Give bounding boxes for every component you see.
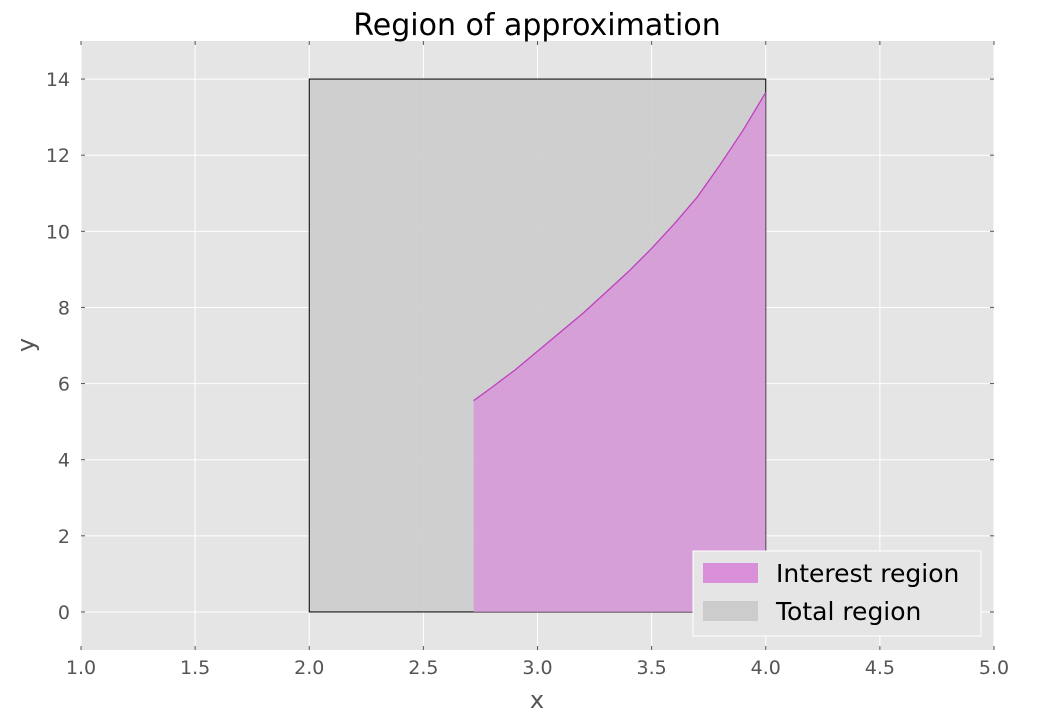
y-tick-label: 6	[58, 374, 70, 396]
interest-region-layer	[473, 92, 767, 612]
x-tick-label: 1.0	[66, 657, 96, 679]
interest-region-area	[473, 92, 766, 612]
x-tick-label: 5.0	[979, 657, 1009, 679]
x-tick-label: 4.0	[751, 657, 781, 679]
legend-swatch-interest-region	[703, 563, 758, 583]
y-tick-label: 4	[58, 450, 70, 472]
y-tick-label: 8	[58, 297, 70, 319]
chart-title: Region of approximation	[353, 8, 720, 43]
x-tick-labels: 1.0 1.5 2.0 2.5 3.0 3.5 4.0 4.5 5.0	[66, 657, 1009, 679]
x-tick-label: 2.0	[294, 657, 324, 679]
legend-swatch-total-region	[703, 601, 758, 621]
x-tick-label: 3.5	[637, 657, 667, 679]
x-tick-label: 2.5	[408, 657, 438, 679]
y-tick-label: 0	[58, 602, 70, 624]
x-tick-label: 3.0	[522, 657, 552, 679]
y-tick-label: 14	[46, 69, 70, 91]
y-tick-label: 10	[46, 221, 70, 243]
x-axis-label: x	[530, 686, 544, 714]
x-tick-label: 1.5	[180, 657, 210, 679]
tick-marks	[80, 41, 995, 650]
interest-region-curve	[473, 92, 767, 402]
y-tick-label: 12	[46, 145, 70, 167]
legend-label-total-region: Total region	[775, 597, 921, 626]
y-tick-label: 2	[58, 526, 70, 548]
y-tick-labels: 0 2 4 6 8 10 12 14	[46, 69, 70, 624]
y-axis-label: y	[12, 338, 40, 352]
legend: Interest region Total region	[692, 550, 982, 637]
legend-label-interest-region: Interest region	[776, 559, 959, 588]
x-tick-label: 4.5	[865, 657, 895, 679]
